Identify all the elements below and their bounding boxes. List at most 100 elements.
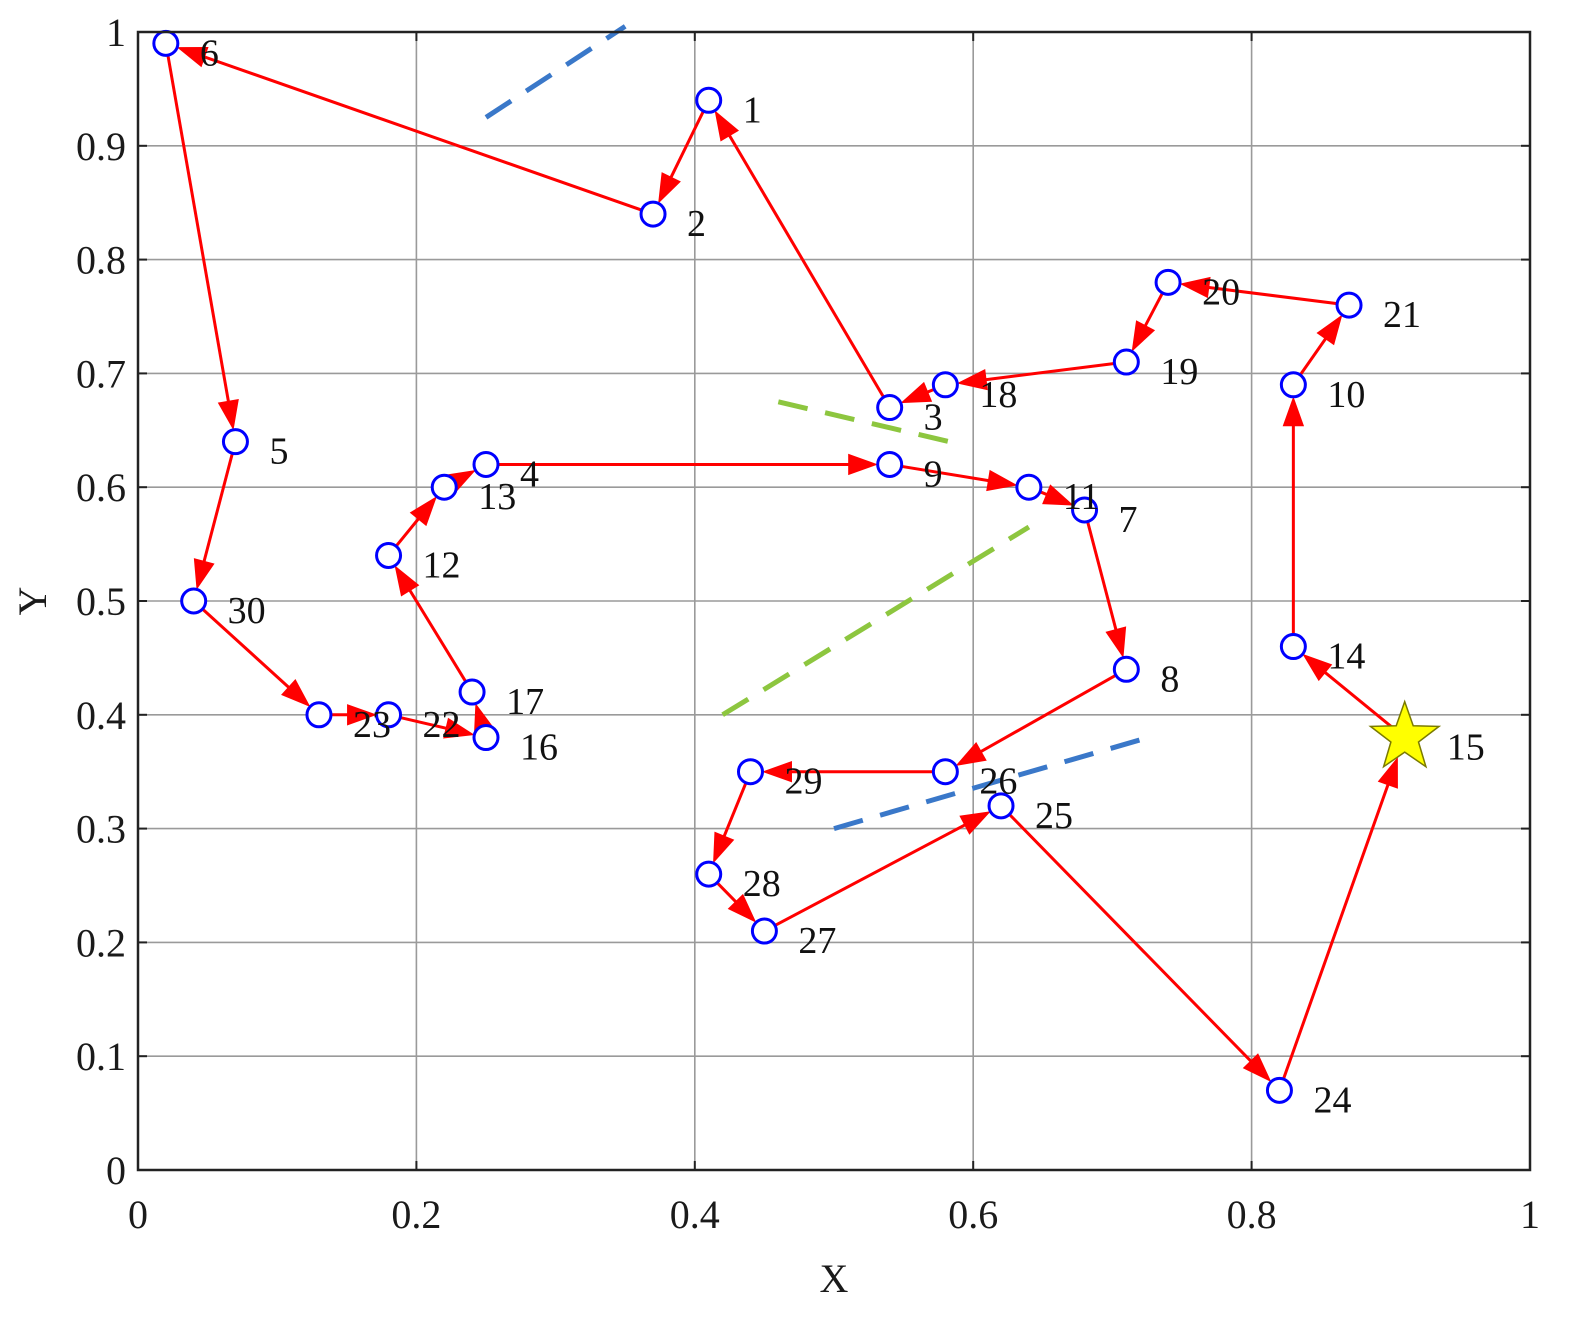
node-label: 15	[1447, 727, 1485, 769]
node-marker	[1335, 291, 1363, 319]
node-label: 22	[423, 704, 461, 746]
tick-labels: 0 0.2 0.4 0.6 0.8 100.10.20.30.40.50.60.70.80…	[76, 10, 1540, 1237]
route-arrowhead	[1042, 484, 1074, 506]
node-label: 28	[743, 863, 781, 905]
node-marker	[639, 200, 667, 228]
x-tick-label: 0.2	[391, 1192, 441, 1237]
node-marker	[1071, 496, 1099, 524]
y-tick-label: 0.9	[76, 124, 126, 169]
route-arrowhead	[1242, 1053, 1272, 1083]
route-arrowhead	[658, 172, 681, 204]
route-arrowhead	[409, 496, 437, 527]
route-segment	[964, 667, 1128, 762]
node-marker	[1279, 633, 1307, 661]
barrier-line	[777, 399, 960, 447]
barrier-line	[833, 737, 1141, 832]
node-label: 6	[200, 32, 219, 74]
y-tick-label: 0.1	[76, 1034, 126, 1079]
y-axis-label: Y	[10, 587, 55, 616]
route-arrowhead	[900, 381, 933, 404]
node-marker	[695, 860, 723, 888]
y-tick-label: 0.6	[76, 465, 126, 510]
y-tick-label: 0.5	[76, 579, 126, 624]
node-label: 17	[506, 681, 544, 723]
y-tick-label: 1	[106, 10, 126, 55]
y-tick-label: 0.8	[76, 238, 126, 283]
start-node-star	[1368, 699, 1442, 769]
route-arrowhead	[761, 760, 792, 783]
route-arrowhead	[848, 453, 879, 476]
x-tick-label: 0	[128, 1192, 148, 1237]
node-label: 4	[520, 453, 539, 495]
node-marker	[1279, 371, 1307, 399]
route-arrowhead	[1316, 314, 1343, 346]
node-marker	[152, 29, 180, 57]
route-arrowhead	[956, 368, 988, 391]
route-segment	[967, 360, 1127, 384]
node-marker	[1112, 655, 1140, 683]
plot-frame	[136, 30, 1532, 1172]
route-arrowhead	[394, 565, 420, 597]
node-label: 24	[1313, 1079, 1351, 1121]
node-label: 21	[1383, 294, 1421, 336]
node-label: 1	[743, 89, 762, 131]
route-arrowhead	[347, 704, 378, 726]
route-segment	[889, 462, 1007, 485]
node-marker	[221, 428, 249, 456]
node-marker	[695, 86, 723, 114]
route-arrowhead	[986, 469, 1018, 492]
route-arrowhead	[727, 893, 757, 923]
node-label: 7	[1119, 499, 1138, 541]
route-arrowhead	[1377, 756, 1398, 789]
node-label: 8	[1160, 658, 1179, 700]
node-marker	[876, 450, 904, 478]
route-segment	[1310, 659, 1406, 739]
y-tick-label: 0	[106, 1148, 126, 1193]
node-label: 12	[423, 544, 461, 586]
node-marker	[180, 587, 208, 615]
node-label: 9	[924, 453, 943, 495]
node-label: 30	[228, 590, 266, 632]
node-label: 29	[784, 761, 822, 803]
node-label: 3	[924, 397, 943, 439]
route-arrowhead	[176, 46, 209, 68]
node-marker	[472, 450, 500, 478]
node-marker	[931, 371, 959, 399]
route-arrowhead	[1105, 626, 1127, 659]
node-label: 2	[687, 203, 706, 245]
route-segment	[192, 599, 303, 701]
route-arrowhead	[1282, 396, 1305, 427]
node-marker	[375, 701, 403, 729]
route-segment	[719, 119, 891, 409]
route-arrowhead	[443, 717, 475, 739]
route-arrowhead	[955, 741, 987, 767]
node-label: 14	[1327, 636, 1365, 678]
x-tick-label: 0.8	[1227, 1192, 1277, 1237]
node-marker	[736, 758, 764, 786]
route-arrowhead	[193, 558, 215, 590]
node-labels: 1234567891011121314151617181920212223242…	[200, 32, 1485, 1121]
node-label: 25	[1035, 795, 1073, 837]
x-tick-label: 1	[1520, 1192, 1540, 1237]
node-label: 10	[1327, 374, 1365, 416]
node-marker	[458, 678, 486, 706]
route-segment	[1278, 767, 1396, 1091]
route-segment	[1190, 283, 1350, 307]
node-label: 16	[520, 727, 558, 769]
node-label: 19	[1160, 351, 1198, 393]
node-marker	[472, 724, 500, 752]
node-label: 26	[979, 761, 1017, 803]
route-segment	[1083, 509, 1122, 648]
route-arrowhead	[714, 110, 740, 142]
route-arrowhead	[281, 678, 311, 708]
route-segment	[999, 804, 1265, 1075]
route-segment	[399, 574, 474, 693]
route-arrowhead	[217, 398, 239, 431]
y-tick-label: 0.4	[76, 693, 126, 738]
node-marker	[1154, 268, 1182, 296]
node-marker	[931, 758, 959, 786]
y-tick-label: 0.7	[76, 351, 126, 396]
node-marker	[1112, 348, 1140, 376]
route-arrowhead	[1131, 320, 1156, 352]
